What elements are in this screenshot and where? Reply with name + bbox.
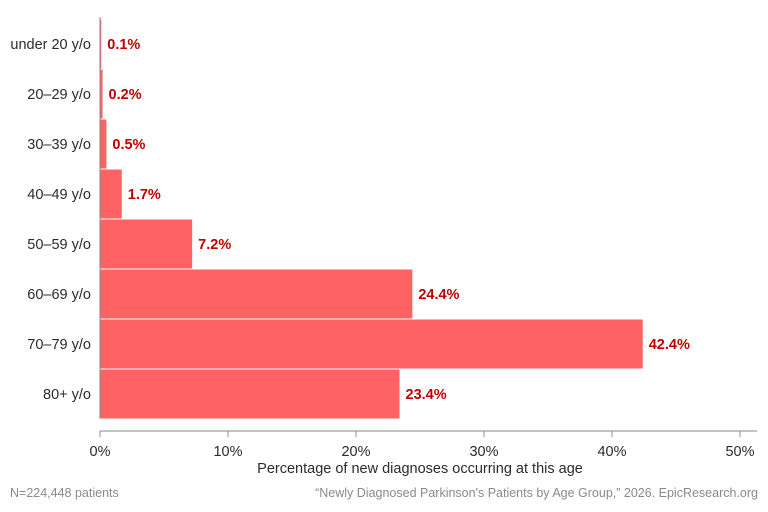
x-tick-label-3: 30% [469,444,498,460]
data-label-2: 0.5% [112,137,145,153]
x-axis-title: Percentage of new diagnoses occurring at… [257,461,583,477]
data-label-3: 1.7% [128,187,161,203]
data-label-1: 0.2% [109,87,142,103]
category-label-3: 40–49 y/o [27,187,91,203]
category-label-1: 20–29 y/o [27,87,91,103]
data-label-4: 7.2% [198,237,231,253]
data-label-7: 23.4% [406,387,447,403]
data-label-6: 42.4% [649,337,690,353]
x-tick-label-4: 40% [597,444,626,460]
sample-size-note: N=224,448 patients [10,486,119,500]
x-tick-label-0: 0% [90,444,111,460]
bar-2 [100,119,107,169]
bar-3 [100,169,122,219]
labels-layer: under 20 y/o 0.1% 20–29 y/o 0.2% 30–39 y/o 0.… [10,37,690,403]
x-tick-label-1: 10% [213,444,242,460]
bar-4 [100,219,193,269]
bar-5 [100,269,413,319]
x-tick-label-2: 20% [341,444,370,460]
category-label-0: under 20 y/o [10,37,91,53]
data-label-5: 24.4% [418,287,459,303]
category-label-7: 80+ y/o [43,387,91,403]
bar-7 [100,369,400,419]
bar-6 [100,319,643,369]
source-citation: “Newly Diagnosed Parkinson's Patients by… [315,486,758,500]
bar-0 [100,19,102,69]
category-label-4: 50–59 y/o [27,237,91,253]
bars-layer [100,19,643,419]
category-label-6: 70–79 y/o [27,337,91,353]
category-label-5: 60–69 y/o [27,287,91,303]
category-label-2: 30–39 y/o [27,137,91,153]
x-tick-label-5: 50% [725,444,754,460]
bar-1 [100,69,103,119]
data-label-0: 0.1% [107,37,140,53]
x-axis: 0% 10% 20% 30% 40% 50% [90,17,757,460]
